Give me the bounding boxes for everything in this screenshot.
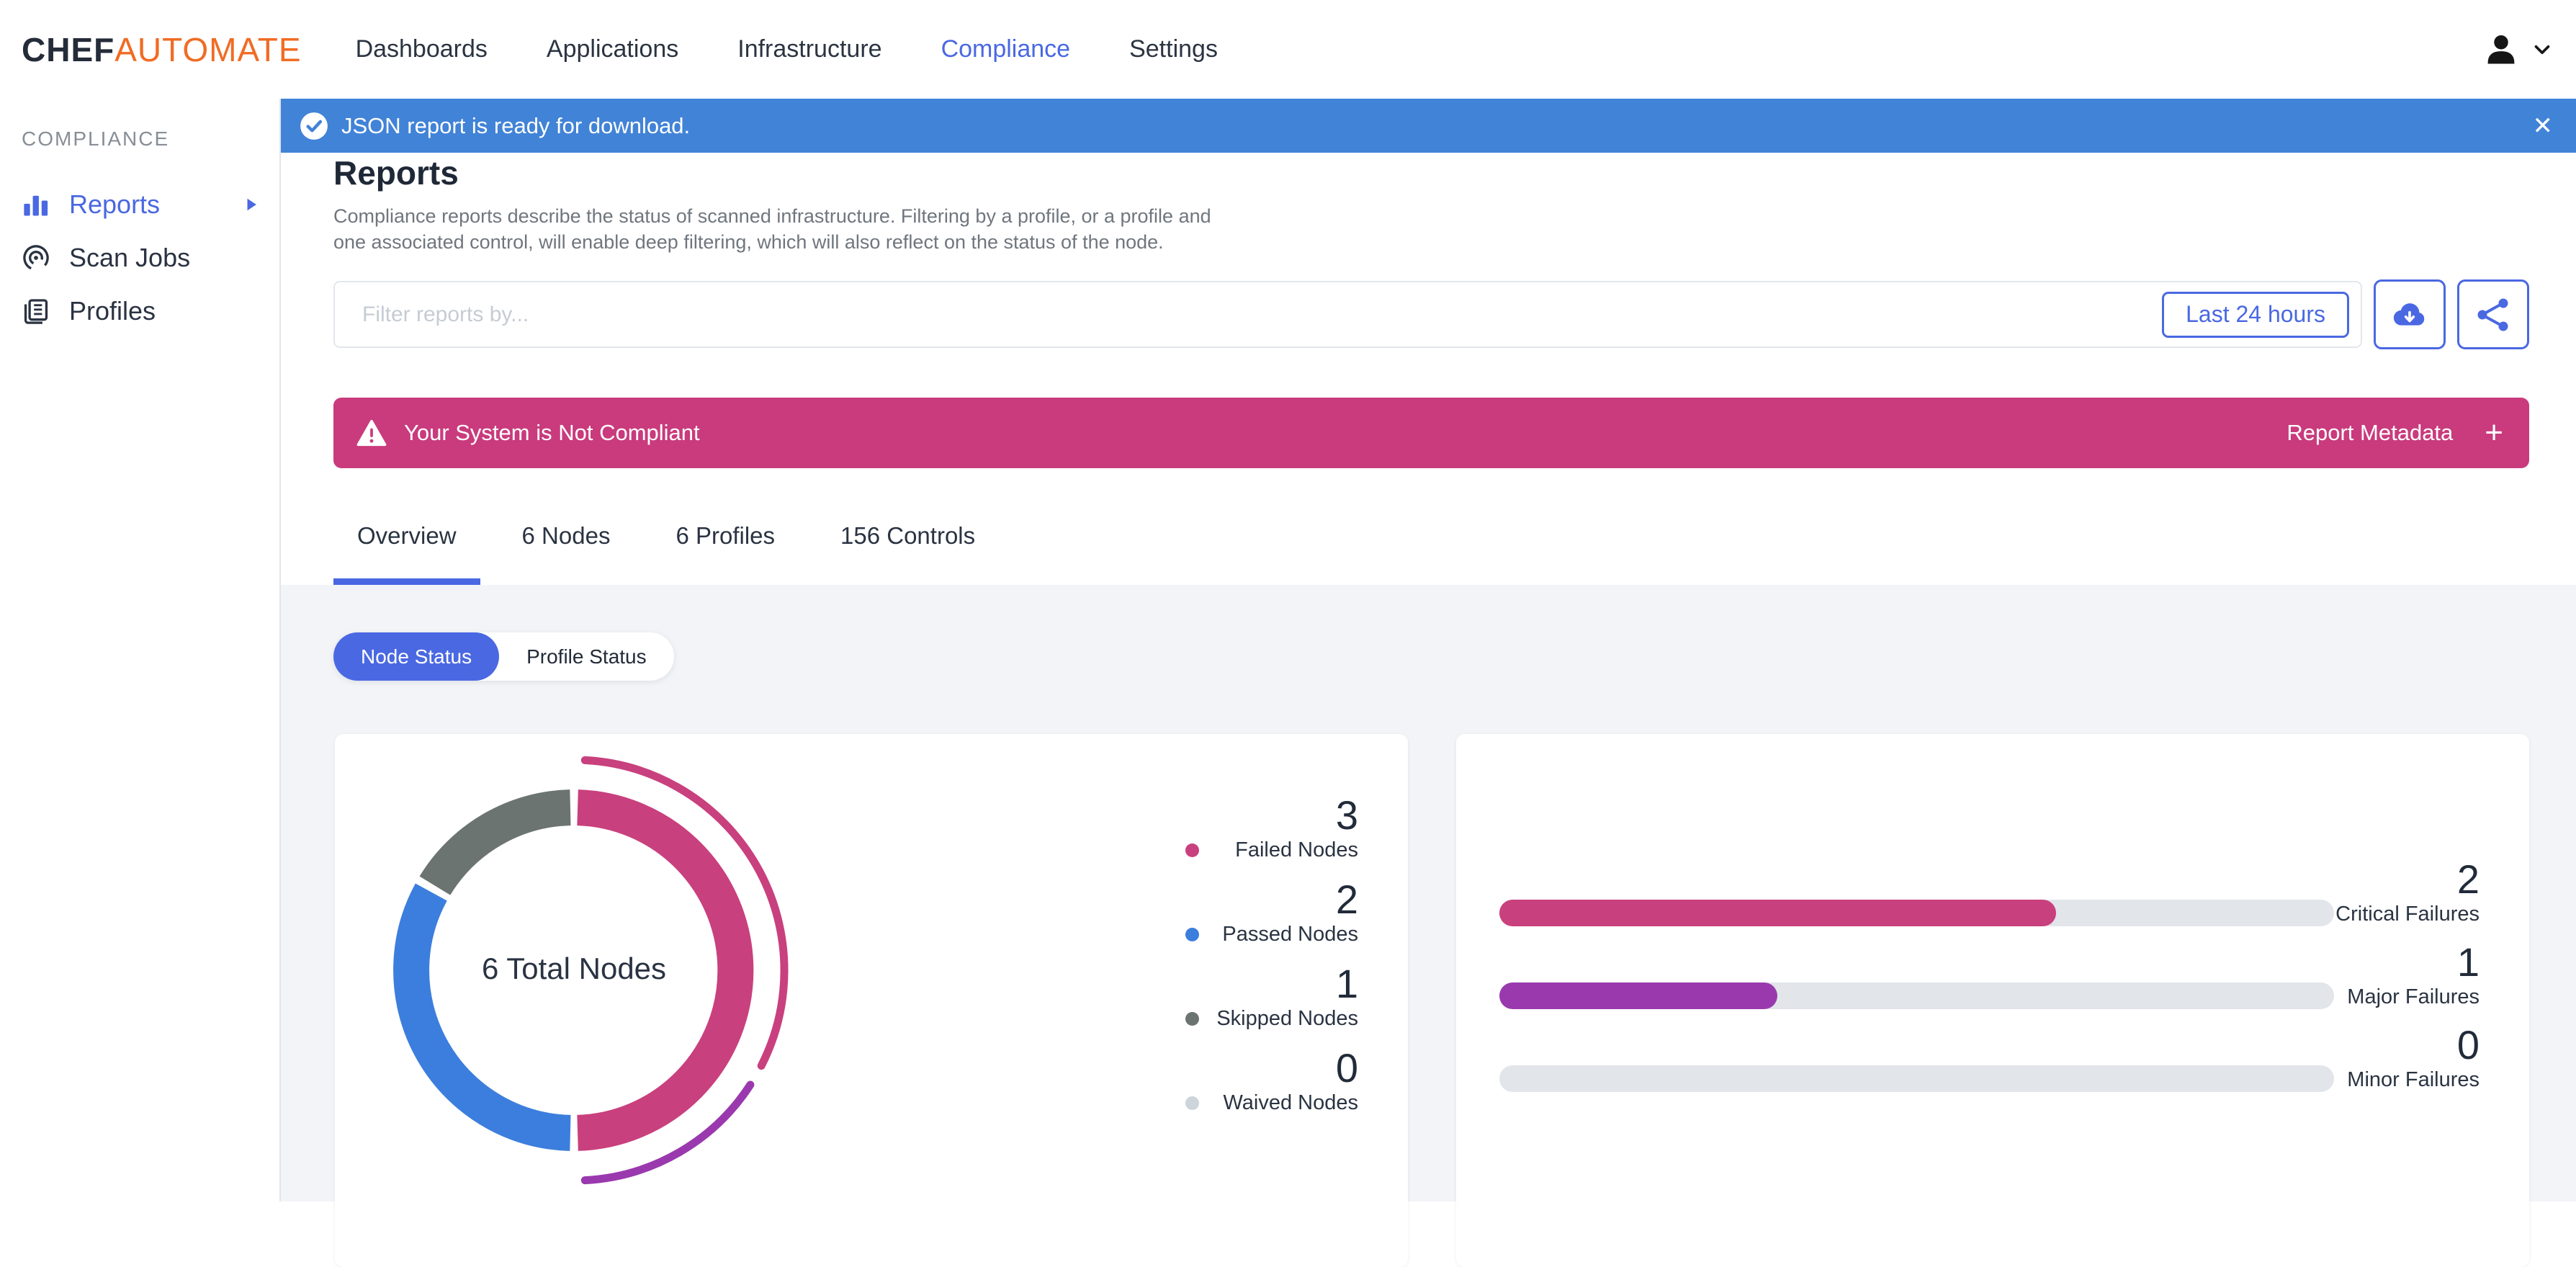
passed-count: 2 [1335,877,1358,923]
download-report-button[interactable] [2374,279,2446,349]
share-report-button[interactable] [2457,279,2529,349]
sidebar-item-profiles[interactable]: Profiles [0,285,279,338]
user-menu[interactable] [2482,0,2554,99]
share-icon [2474,296,2512,333]
nav-dashboards[interactable]: Dashboards [355,35,488,63]
overview-content: Node Status Profile Status 6 Total Nodes… [281,585,2576,1267]
chevron-down-icon [2530,37,2554,62]
compliance-alert-banner: Your System is Not Compliant Report Meta… [333,398,2529,468]
status-toggle: Node Status Profile Status [333,632,674,681]
scanner-icon [22,243,50,272]
main-nav: Dashboards Applications Infrastructure C… [356,35,1218,63]
legend-item-skipped: 1 Skipped Nodes [1185,963,1358,1031]
tab-nodes[interactable]: 6 Nodes [521,522,611,549]
plus-icon: + [2485,415,2503,450]
sidebar-item-label: Scan Jobs [69,243,191,272]
node-status-pill[interactable]: Node Status [333,632,500,681]
donut-center-label: 6 Total Nodes [481,952,667,985]
legend-item-passed: 2 Passed Nodes [1185,879,1358,946]
filter-toolbar: Last 24 hours [333,279,2529,349]
user-icon [2482,31,2520,68]
report-metadata-label: Report Metadata [2286,420,2454,445]
report-tabs: Overview 6 Nodes 6 Profiles 156 Controls [281,504,2576,585]
nav-compliance[interactable]: Compliance [941,35,1071,63]
tab-controls[interactable]: 156 Controls [840,522,976,549]
sidebar-section-title: COMPLIANCE [22,127,170,150]
skipped-count: 1 [1335,961,1358,1007]
sidebar-item-scan-jobs[interactable]: Scan Jobs [0,231,279,285]
banner-message: JSON report is ready for download. [341,112,691,138]
logo-chef: CHEF [22,30,115,68]
cloud-download-icon [2391,296,2428,333]
page-description: Compliance reports describe the status o… [333,205,1211,253]
caret-right-icon [243,197,259,212]
legend-label: Failed Nodes [1235,838,1358,862]
alert-message: Your System is Not Compliant [404,420,700,445]
passed-dot-icon [1185,928,1199,942]
profile-status-pill[interactable]: Profile Status [526,645,647,668]
sidebar-item-label: Profiles [69,296,156,326]
failed-dot-icon [1185,843,1199,858]
sidebar-item-reports[interactable]: Reports [0,178,279,231]
top-navigation: CHEF AUTOMATE Dashboards Applications Inf… [0,0,2576,99]
legend-item-waived: 0 Waived Nodes [1185,1047,1358,1115]
legend-label: Skipped Nodes [1216,1007,1358,1031]
legend-item-failed: 3 Failed Nodes [1185,794,1358,862]
nav-settings[interactable]: Settings [1129,35,1218,63]
waived-count: 0 [1335,1045,1358,1091]
critical-count: 2 [2456,856,2479,902]
major-bar-fill [1499,982,1777,1009]
failure-severity-card: 2 Critical Failures 1 Major Failures 0 M… [1456,734,2529,1267]
filter-box: Last 24 hours [333,281,2362,348]
major-count: 1 [2456,939,2479,985]
failed-count: 3 [1335,792,1358,838]
page-title: Reports [333,153,459,192]
major-failures-row: 1 Major Failures [1456,942,2529,1020]
legend-label: Waived Nodes [1223,1091,1358,1115]
report-metadata-toggle[interactable]: Report Metadata + [2286,417,2503,449]
minor-count: 0 [2456,1022,2479,1067]
nav-infrastructure[interactable]: Infrastructure [737,35,882,63]
download-ready-banner: JSON report is ready for download. ✕ [281,99,2576,153]
node-status-card: 6 Total Nodes 3 Failed Nodes 2 Passed No… [335,734,1408,1267]
critical-label: Critical Failures [2335,903,2479,926]
donut-legend: 3 Failed Nodes 2 Passed Nodes 1 Skipped … [1185,794,1358,1132]
critical-bar-track [1499,900,2334,926]
tab-profiles[interactable]: 6 Profiles [676,522,776,549]
close-icon[interactable]: ✕ [2532,112,2554,140]
compliance-sidebar: COMPLIANCE Reports Scan Jobs Profiles [0,99,281,1201]
skipped-dot-icon [1185,1012,1199,1026]
filter-reports-input[interactable] [361,301,2163,328]
chef-automate-logo[interactable]: CHEF AUTOMATE [22,30,302,69]
logo-automate: AUTOMATE [115,30,302,68]
time-range-button[interactable]: Last 24 hours [2162,291,2349,338]
critical-bar-fill [1499,900,2057,926]
check-circle-icon [300,112,328,140]
legend-label: Passed Nodes [1222,923,1358,946]
bar-chart-icon [22,190,50,219]
minor-failures-row: 0 Minor Failures [1456,1025,2529,1103]
node-status-donut-chart: 6 Total Nodes [358,754,790,1186]
major-bar-track [1499,982,2334,1009]
tab-overview[interactable]: Overview [333,522,480,585]
minor-bar-track [1499,1065,2334,1092]
sidebar-item-label: Reports [69,189,161,219]
minor-label: Minor Failures [2347,1068,2479,1091]
document-stack-icon [22,297,50,326]
major-label: Major Failures [2347,985,2479,1008]
critical-failures-row: 2 Critical Failures [1456,859,2529,937]
warning-triangle-icon [356,419,387,447]
waived-dot-icon [1185,1096,1199,1111]
nav-applications[interactable]: Applications [546,35,679,63]
